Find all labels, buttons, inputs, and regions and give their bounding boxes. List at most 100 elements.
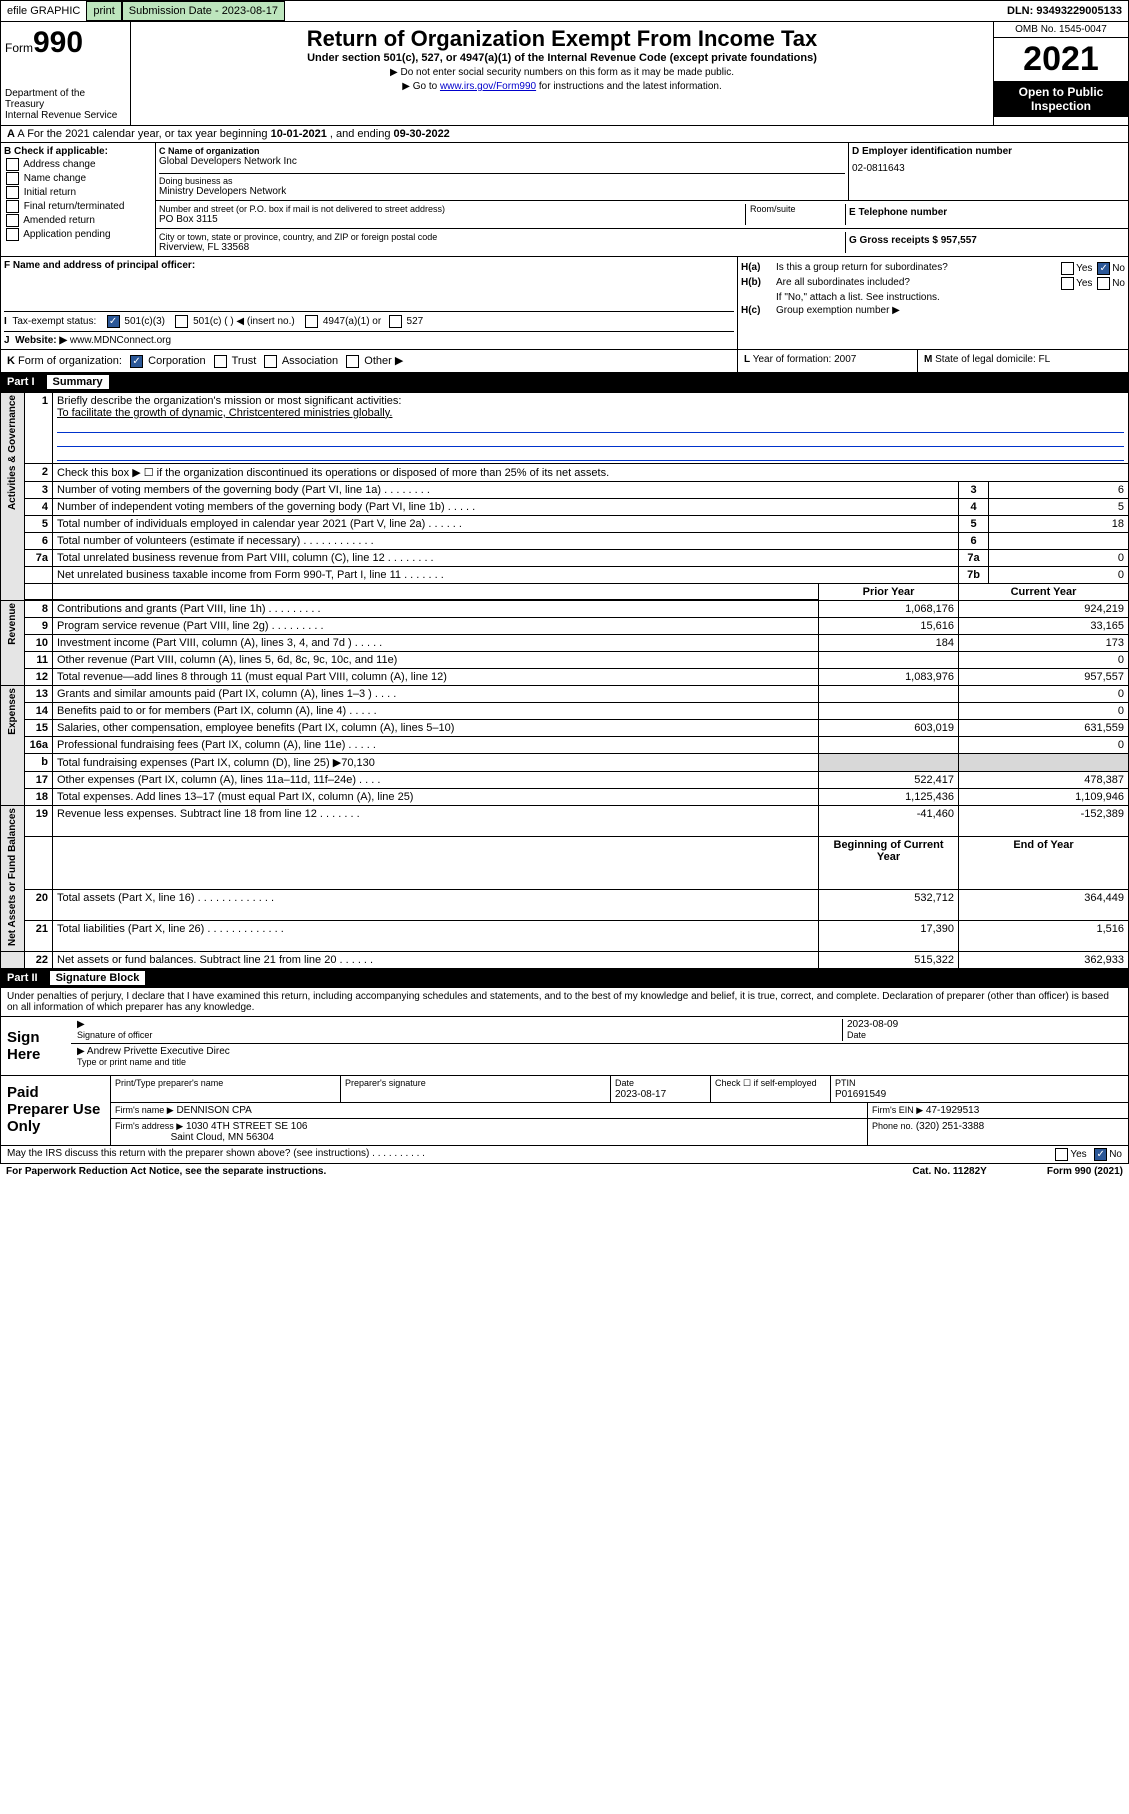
table-row: 3Number of voting members of the governi…	[1, 481, 1129, 498]
paperwork-text: For Paperwork Reduction Act Notice, see …	[6, 1166, 912, 1177]
part1-title: Summary	[47, 375, 109, 389]
header-right: OMB No. 1545-0047 2021 Open to Public In…	[993, 22, 1128, 125]
form-header: Form990 Department of the Treasury Inter…	[0, 22, 1129, 126]
note-goto: ▶ Go to www.irs.gov/Form990 for instruct…	[135, 81, 989, 92]
signature-block: Under penalties of perjury, I declare th…	[0, 988, 1129, 1146]
ptin-value: P01691549	[835, 1089, 886, 1100]
header-mid: Return of Organization Exempt From Incom…	[131, 22, 993, 125]
note-post: for instructions and the latest informat…	[536, 81, 722, 92]
col-b-title: B Check if applicable:	[4, 146, 108, 157]
m-value: FL	[1039, 354, 1051, 365]
table-row: 5Total number of individuals employed in…	[1, 515, 1129, 532]
open-to-public: Open to Public Inspection	[994, 81, 1128, 117]
ein-block: D Employer identification number 02-0811…	[848, 143, 1128, 200]
room-suite: Room/suite	[745, 204, 845, 225]
row-a-pre: A For the 2021 calendar year, or tax yea…	[17, 128, 270, 140]
chk-app-pending[interactable]: Application pending	[4, 228, 152, 241]
city-block: City or town, state or province, country…	[159, 232, 845, 253]
dln-label: DLN: 93493229005133	[1001, 2, 1128, 20]
dba-value: Ministry Developers Network	[159, 186, 845, 197]
form-prefix: Form	[5, 41, 33, 55]
table-row: 12Total revenue—add lines 8 through 11 (…	[1, 669, 1129, 686]
chk-final-return[interactable]: Final return/terminated	[4, 200, 152, 213]
table-row: 14Benefits paid to or for members (Part …	[1, 703, 1129, 720]
chk-corp[interactable]: ✓	[130, 355, 143, 368]
row-j: J Website: ▶ www.MDNConnect.org	[4, 331, 734, 346]
col-c: C Name of organization Global Developers…	[156, 143, 1128, 256]
chk-501c3[interactable]: ✓	[107, 315, 120, 328]
table-row: 18Total expenses. Add lines 13–17 (must …	[1, 789, 1129, 806]
ha-text: Is this a group return for subordinates?	[776, 262, 1059, 275]
chk-address-change[interactable]: Address change	[4, 158, 152, 171]
chk-other[interactable]	[346, 355, 359, 368]
print-button[interactable]: print	[86, 1, 121, 21]
org-name: Global Developers Network Inc	[159, 156, 845, 167]
chk-assoc[interactable]	[264, 355, 277, 368]
gross-value: 957,557	[941, 235, 977, 246]
chk-trust[interactable]	[214, 355, 227, 368]
table-row: 11Other revenue (Part VIII, column (A), …	[1, 652, 1129, 669]
side-governance: Activities & Governance	[1, 392, 25, 600]
prep-phone: (320) 251-3388	[916, 1121, 984, 1132]
chk-initial-return[interactable]: Initial return	[4, 186, 152, 199]
section-bc: B Check if applicable: Address change Na…	[0, 143, 1129, 257]
l-value: 2007	[834, 354, 856, 365]
officer-block: F Name and address of principal officer:…	[1, 257, 738, 349]
submission-date-button[interactable]: Submission Date - 2023-08-17	[122, 1, 285, 21]
part1-header: Part I Summary	[0, 373, 1129, 392]
firm-addr-label: Firm's address ▶	[115, 1121, 183, 1131]
chk-amended[interactable]: Amended return	[4, 214, 152, 227]
address-block: Number and street (or P.O. box if mail i…	[159, 204, 745, 225]
l-label: L	[744, 354, 750, 365]
ha-no[interactable]: ✓	[1097, 262, 1110, 275]
hdr-prior: Prior Year	[819, 583, 959, 600]
q1-text: Briefly describe the organization's miss…	[57, 395, 401, 407]
table-row: 22Net assets or fund balances. Subtract …	[1, 952, 1129, 969]
hc-label: H(c)	[741, 305, 776, 316]
instructions-link[interactable]: www.irs.gov/Form990	[440, 81, 536, 92]
chk-501c[interactable]	[175, 315, 188, 328]
prep-date-label: Date	[615, 1078, 634, 1088]
city-value: Riverview, FL 33568	[159, 242, 845, 253]
table-row: 10Investment income (Part VIII, column (…	[1, 635, 1129, 652]
ha-yes[interactable]	[1061, 262, 1074, 275]
chk-name-change[interactable]: Name change	[4, 172, 152, 185]
row-i: I Tax-exempt status: ✓ 501(c)(3) 501(c) …	[4, 311, 734, 328]
form-number: Form990	[5, 26, 126, 60]
discuss-yes[interactable]	[1055, 1148, 1068, 1161]
hb-note: If "No," attach a list. See instructions…	[776, 292, 1125, 303]
hb-label: H(b)	[741, 277, 776, 290]
form-subtitle: Under section 501(c), 527, or 4947(a)(1)…	[135, 52, 989, 64]
k-label: K	[7, 355, 15, 367]
chk-527[interactable]	[389, 315, 402, 328]
dba-label: Doing business as	[159, 176, 845, 186]
prep-phone-label: Phone no.	[872, 1121, 913, 1131]
hb-text: Are all subordinates included?	[776, 277, 1059, 290]
prep-name-label: Print/Type preparer's name	[115, 1078, 223, 1088]
ha-label: H(a)	[741, 262, 776, 275]
efile-label: efile GRAPHIC	[1, 2, 86, 20]
phone-block: E Telephone number	[845, 204, 1125, 225]
org-name-block: C Name of organization Global Developers…	[156, 143, 848, 200]
sig-officer-label: Signature of officer	[77, 1030, 152, 1040]
ein-value: 02-0811643	[852, 163, 1125, 174]
part2-title: Signature Block	[50, 971, 146, 985]
self-emp-label: Check ☐ if self-employed	[715, 1078, 817, 1088]
form-num: 990	[33, 26, 83, 59]
summary-table: Activities & Governance 1 Briefly descri…	[0, 392, 1129, 970]
discuss-no[interactable]: ✓	[1094, 1148, 1107, 1161]
c-label: C Name of organization	[159, 146, 260, 156]
firm-ein: 47-1929513	[926, 1105, 979, 1116]
sign-here-label: Sign Here	[1, 1017, 71, 1075]
m-label: M	[924, 354, 932, 365]
sig-date: 2023-08-09	[847, 1019, 898, 1030]
table-row: bTotal fundraising expenses (Part IX, co…	[1, 754, 1129, 772]
table-row: 6Total number of volunteers (estimate if…	[1, 532, 1129, 549]
hdr-curr: Current Year	[959, 583, 1129, 600]
hb-yes[interactable]	[1061, 277, 1074, 290]
note-pre: ▶ Go to	[402, 81, 440, 92]
hdr-begin: Beginning of Current Year	[819, 837, 959, 890]
firm-addr2: Saint Cloud, MN 56304	[171, 1132, 274, 1143]
chk-4947[interactable]	[305, 315, 318, 328]
hb-no[interactable]	[1097, 277, 1110, 290]
